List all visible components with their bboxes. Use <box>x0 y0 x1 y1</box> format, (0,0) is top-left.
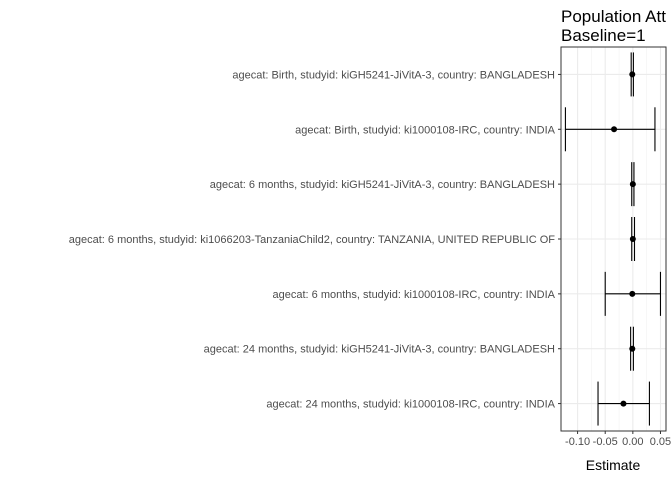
error-bar <box>629 326 636 371</box>
category-labels: agecat: Birth, studyid: kiGH5241-JiVitA-… <box>69 69 561 411</box>
point-estimate <box>629 290 636 297</box>
chart-subtitle: Baseline=1 <box>561 26 646 45</box>
point-estimate <box>620 400 627 407</box>
error-bar <box>629 52 636 97</box>
point-estimate <box>629 181 636 188</box>
x-tick-label: -0.05 <box>593 436 618 448</box>
point-estimate <box>629 236 636 242</box>
error-bar <box>629 162 636 207</box>
x-tick-label: 0.00 <box>622 436 643 448</box>
category-label: agecat: 6 months, studyid: ki1000108-IRC… <box>273 289 556 301</box>
error-bar <box>629 217 636 261</box>
point-estimate <box>629 345 636 352</box>
x-axis-title: Estimate <box>586 457 641 473</box>
point-estimate <box>629 71 636 78</box>
category-label: agecat: 6 months, studyid: ki1066203-Tan… <box>69 234 556 246</box>
error-bar <box>597 381 650 426</box>
category-label: agecat: Birth, studyid: kiGH5241-JiVitA-… <box>232 69 555 81</box>
category-label: agecat: 6 months, studyid: kiGH5241-JiVi… <box>210 179 555 191</box>
error-bar <box>604 271 662 316</box>
data-marks <box>564 52 662 426</box>
category-label: agecat: 24 months, studyid: ki1000108-IR… <box>266 399 555 411</box>
x-axis: -0.10 -0.05 0.00 0.05 <box>565 431 671 448</box>
chart-title: Population Att <box>561 7 666 26</box>
category-label: agecat: Birth, studyid: ki1000108-IRC, c… <box>295 124 556 136</box>
point-estimate <box>611 126 618 133</box>
x-tick-label: 0.05 <box>650 436 671 448</box>
category-label: agecat: 24 months, studyid: kiGH5241-JiV… <box>204 344 555 356</box>
error-bar <box>564 107 656 152</box>
x-tick-label: -0.10 <box>565 436 590 448</box>
